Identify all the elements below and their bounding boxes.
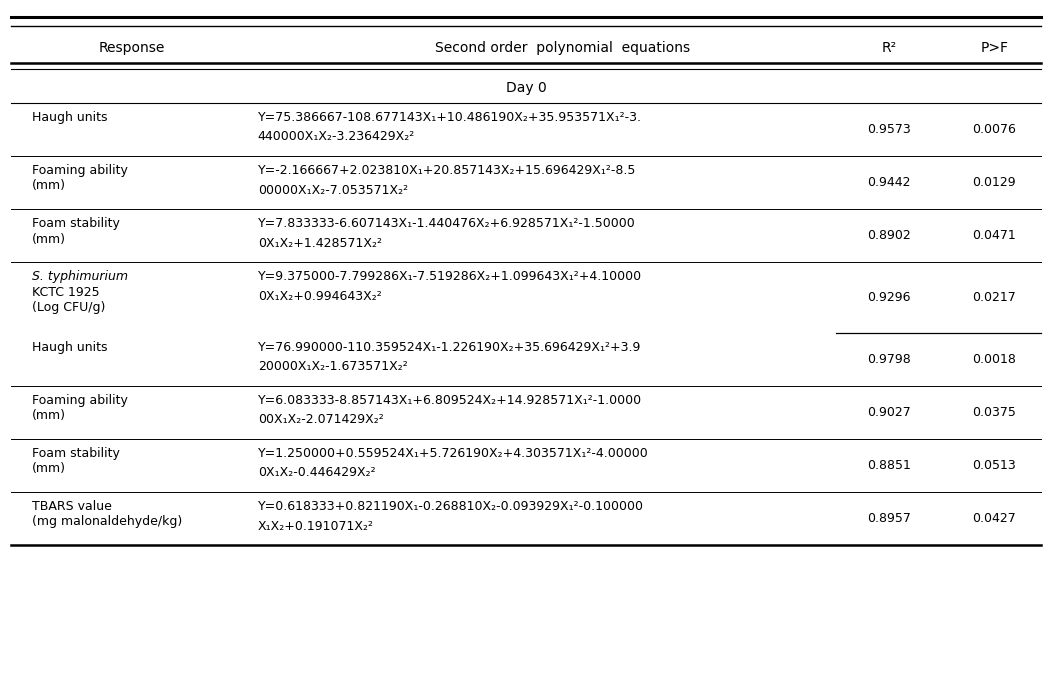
Text: Y=9.375000-7.799286X₁-7.519286X₂+1.099643X₁²+4.10000: Y=9.375000-7.799286X₁-7.519286X₂+1.09964… [258,270,642,284]
Text: 0.8957: 0.8957 [867,512,911,525]
Text: 0.9296: 0.9296 [867,291,911,304]
Text: 0.0076: 0.0076 [972,123,1016,136]
Text: Foaming ability: Foaming ability [32,164,127,177]
Text: Haugh units: Haugh units [32,341,107,354]
Text: 00X₁X₂-2.071429X₂²: 00X₁X₂-2.071429X₂² [258,413,384,426]
Text: 0.0018: 0.0018 [972,353,1016,366]
Text: 0.9027: 0.9027 [867,406,911,419]
Text: Y=7.833333-6.607143X₁-1.440476X₂+6.928571X₁²-1.50000: Y=7.833333-6.607143X₁-1.440476X₂+6.92857… [258,217,635,230]
Text: (Log CFU/g): (Log CFU/g) [32,301,105,314]
Text: Y=-2.166667+2.023810X₁+20.857143X₂+15.696429X₁²-8.5: Y=-2.166667+2.023810X₁+20.857143X₂+15.69… [258,164,636,177]
Text: 0.0513: 0.0513 [972,459,1016,472]
Text: Foam stability: Foam stability [32,447,120,460]
Text: Y=6.083333-8.857143X₁+6.809524X₂+14.928571X₁²-1.0000: Y=6.083333-8.857143X₁+6.809524X₂+14.9285… [258,394,642,407]
Text: 0.0129: 0.0129 [972,176,1016,189]
Text: 0.9442: 0.9442 [867,176,911,189]
Text: Y=75.386667-108.677143X₁+10.486190X₂+35.953571X₁²-3.: Y=75.386667-108.677143X₁+10.486190X₂+35.… [258,111,642,124]
Text: X₁X₂+0.191071X₂²: X₁X₂+0.191071X₂² [258,520,373,533]
Text: (mm): (mm) [32,409,65,422]
Text: Second order  polynomial  equations: Second order polynomial equations [436,41,690,55]
Text: 0X₁X₂-0.446429X₂²: 0X₁X₂-0.446429X₂² [258,466,376,480]
Text: TBARS value: TBARS value [32,500,112,513]
Text: 0.9573: 0.9573 [867,123,911,136]
Text: 0.0427: 0.0427 [972,512,1016,525]
Text: Y=76.990000-110.359524X₁-1.226190X₂+35.696429X₁²+3.9: Y=76.990000-110.359524X₁-1.226190X₂+35.6… [258,341,641,354]
Text: 440000X₁X₂-3.236429X₂²: 440000X₁X₂-3.236429X₂² [258,130,414,144]
Text: S. typhimurium: S. typhimurium [32,270,127,284]
Text: Foam stability: Foam stability [32,217,120,230]
Text: (mm): (mm) [32,462,65,475]
Text: 0.0471: 0.0471 [972,229,1016,242]
Text: 0.0217: 0.0217 [972,291,1016,304]
Text: 0.9798: 0.9798 [867,353,911,366]
Text: 00000X₁X₂-7.053571X₂²: 00000X₁X₂-7.053571X₂² [258,184,408,197]
Text: Day 0: Day 0 [506,81,546,95]
Text: 0X₁X₂+1.428571X₂²: 0X₁X₂+1.428571X₂² [258,237,382,250]
Text: 0.8902: 0.8902 [867,229,911,242]
Text: 20000X₁X₂-1.673571X₂²: 20000X₁X₂-1.673571X₂² [258,360,407,373]
Text: (mm): (mm) [32,233,65,246]
Text: 0.0375: 0.0375 [972,406,1016,419]
Text: (mm): (mm) [32,179,65,193]
Text: Y=0.618333+0.821190X₁-0.268810X₂-0.093929X₁²-0.100000: Y=0.618333+0.821190X₁-0.268810X₂-0.09392… [258,500,644,513]
Text: Response: Response [98,41,165,55]
Text: P>F: P>F [980,41,1008,55]
Text: KCTC 1925: KCTC 1925 [32,286,99,299]
Text: R²: R² [882,41,896,55]
Text: 0.8851: 0.8851 [867,459,911,472]
Text: Haugh units: Haugh units [32,111,107,124]
Text: 0X₁X₂+0.994643X₂²: 0X₁X₂+0.994643X₂² [258,290,382,303]
Text: Y=1.250000+0.559524X₁+5.726190X₂+4.303571X₁²-4.00000: Y=1.250000+0.559524X₁+5.726190X₂+4.30357… [258,447,648,460]
Text: Foaming ability: Foaming ability [32,394,127,407]
Text: (mg malonaldehyde/kg): (mg malonaldehyde/kg) [32,515,182,529]
